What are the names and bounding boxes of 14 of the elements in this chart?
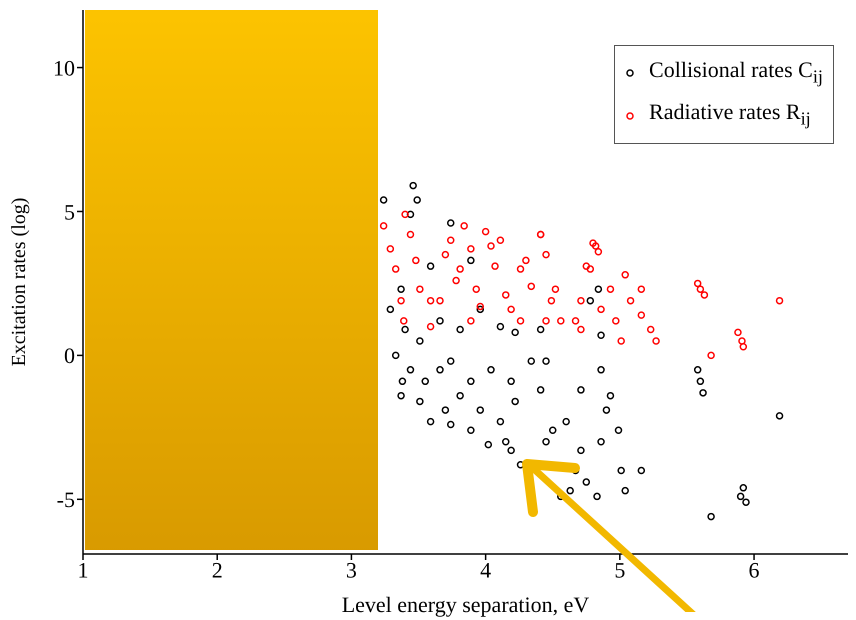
y-tick-label: -5 — [56, 487, 75, 512]
x-tick-label: 6 — [748, 558, 760, 583]
y-tick-label: 0 — [64, 343, 75, 368]
x-tick-label: 3 — [346, 558, 357, 583]
x-tick-label: 4 — [480, 558, 492, 583]
legend-label: Collisional rates C$_{ij}$ — [649, 56, 823, 88]
x-tick-label: 1 — [78, 558, 88, 583]
legend-label: Radiative rates R$_{ij}$ — [649, 98, 811, 131]
y-tick-label: 10 — [53, 55, 75, 80]
y-axis-title: Excitation rates (log) — [8, 198, 30, 366]
y-tick-label: 5 — [64, 199, 75, 224]
x-axis-title: Level energy separation, eV — [342, 592, 590, 617]
x-tick-label: 5 — [614, 558, 626, 583]
x-tick-label: 2 — [212, 558, 223, 583]
